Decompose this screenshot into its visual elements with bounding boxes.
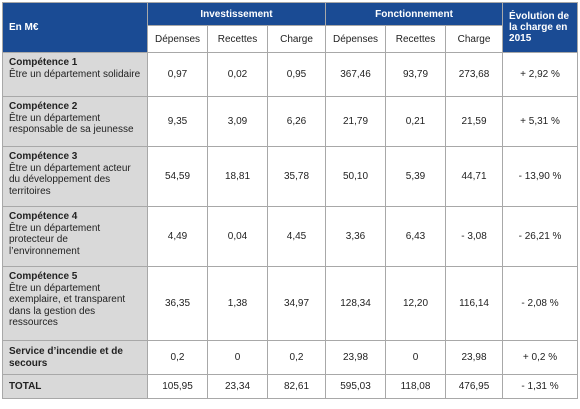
cell-inv-charge: 0,95 xyxy=(267,52,326,97)
total-fonc-charge: 476,95 xyxy=(444,374,504,399)
row-desc: Être un département acteur du développem… xyxy=(9,162,131,197)
cell-fonc-recettes: 0,21 xyxy=(385,96,446,147)
investissement-header: Investissement xyxy=(147,2,326,26)
total-evolution: - 1,31 % xyxy=(502,374,579,399)
cell-inv-depenses: 4,49 xyxy=(147,206,208,267)
cell-inv-charge: 34,97 xyxy=(267,266,326,341)
row-label: Compétence 2 Être un département responsa… xyxy=(2,96,148,147)
cell-fonc-charge: 44,71 xyxy=(444,146,504,207)
cell-fonc-depenses: 50,10 xyxy=(325,146,386,207)
total-row: TOTAL 105,95 23,34 82,61 595,03 118,08 4… xyxy=(2,374,579,399)
row-title: Compétence 2 xyxy=(9,101,78,112)
cell-fonc-depenses: 23,98 xyxy=(325,340,386,375)
cell-evolution: + 2,92 % xyxy=(502,52,579,97)
budget-table: En M€ Investissement Fonctionnement Évol… xyxy=(2,2,579,399)
cell-inv-depenses: 0,2 xyxy=(147,340,208,375)
cell-inv-recettes: 1,38 xyxy=(207,266,268,341)
inv-charge-header: Charge xyxy=(267,25,326,53)
cell-fonc-charge: 21,59 xyxy=(444,96,504,147)
cell-fonc-recettes: 5,39 xyxy=(385,146,446,207)
cell-fonc-depenses: 21,79 xyxy=(325,96,386,147)
cell-inv-recettes: 0,02 xyxy=(207,52,268,97)
row-title: Compétence 4 xyxy=(9,211,78,222)
cell-inv-charge: 4,45 xyxy=(267,206,326,267)
cell-inv-charge: 0,2 xyxy=(267,340,326,375)
cell-evolution: + 0,2 % xyxy=(502,340,579,375)
cell-fonc-charge: 23,98 xyxy=(444,340,504,375)
cell-evolution: - 13,90 % xyxy=(502,146,579,207)
row-title: Compétence 3 xyxy=(9,151,78,162)
cell-inv-depenses: 0,97 xyxy=(147,52,208,97)
row-desc: Être un département protecteur de l’envi… xyxy=(9,222,101,257)
row-label: Service d’incendie et de secours xyxy=(2,340,148,375)
cell-inv-recettes: 18,81 xyxy=(207,146,268,207)
fonc-recettes-header: Recettes xyxy=(385,25,446,53)
inv-recettes-header: Recettes xyxy=(207,25,268,53)
inv-depenses-header: Dépenses xyxy=(147,25,208,53)
row-title: Compétence 5 xyxy=(9,271,78,282)
cell-inv-depenses: 54,59 xyxy=(147,146,208,207)
row-desc: Être un département exemplaire, et trans… xyxy=(9,282,126,329)
cell-inv-recettes: 0,04 xyxy=(207,206,268,267)
row-desc: Être un département solidaire xyxy=(9,68,141,80)
total-fonc-recettes: 118,08 xyxy=(385,374,446,399)
cell-fonc-charge: 116,14 xyxy=(444,266,504,341)
fonctionnement-header: Fonctionnement xyxy=(324,2,504,26)
row-desc: Être un département responsable de sa je… xyxy=(9,112,134,136)
cell-fonc-depenses: 367,46 xyxy=(325,52,386,97)
cell-inv-charge: 35,78 xyxy=(267,146,326,207)
total-inv-recettes: 23,34 xyxy=(207,374,268,399)
cell-evolution: - 26,21 % xyxy=(502,206,579,267)
cell-inv-recettes: 0 xyxy=(207,340,268,375)
row-label: Compétence 5 Être un département exemplai… xyxy=(2,266,148,341)
unit-header: En M€ xyxy=(2,2,148,53)
table-row: Compétence 4 Être un département protecte… xyxy=(2,206,579,267)
total-inv-charge: 82,61 xyxy=(267,374,326,399)
cell-fonc-charge: - 3,08 xyxy=(444,206,504,267)
row-label: Compétence 1 Être un département solidair… xyxy=(2,52,148,97)
row-title: Service d’incendie et de secours xyxy=(9,346,123,369)
cell-evolution: + 5,31 % xyxy=(502,96,579,147)
fonc-depenses-header: Dépenses xyxy=(325,25,386,53)
table-row: Compétence 2 Être un département responsa… xyxy=(2,96,579,147)
table-row: Compétence 1 Être un département solidair… xyxy=(2,52,579,97)
cell-fonc-recettes: 12,20 xyxy=(385,266,446,341)
cell-inv-charge: 6,26 xyxy=(267,96,326,147)
table-row: Service d’incendie et de secours 0,2 0 0… xyxy=(2,340,579,375)
cell-fonc-charge: 273,68 xyxy=(444,52,504,97)
total-fonc-depenses: 595,03 xyxy=(325,374,386,399)
cell-fonc-recettes: 93,79 xyxy=(385,52,446,97)
cell-inv-recettes: 3,09 xyxy=(207,96,268,147)
table-row: Compétence 5 Être un département exemplai… xyxy=(2,266,579,341)
total-inv-depenses: 105,95 xyxy=(147,374,208,399)
evolution-header: Évolution de la charge en 2015 xyxy=(502,2,579,53)
table-row: Compétence 3 Être un département acteur d… xyxy=(2,146,579,207)
cell-inv-depenses: 36,35 xyxy=(147,266,208,341)
fonc-charge-header: Charge xyxy=(444,25,504,53)
total-label: TOTAL xyxy=(2,374,148,399)
cell-fonc-depenses: 128,34 xyxy=(325,266,386,341)
cell-fonc-recettes: 6,43 xyxy=(385,206,446,267)
cell-fonc-depenses: 3,36 xyxy=(325,206,386,267)
cell-fonc-recettes: 0 xyxy=(385,340,446,375)
cell-inv-depenses: 9,35 xyxy=(147,96,208,147)
row-title: Compétence 1 xyxy=(9,57,78,68)
row-label: Compétence 4 Être un département protecte… xyxy=(2,206,148,267)
cell-evolution: - 2,08 % xyxy=(502,266,579,341)
row-label: Compétence 3 Être un département acteur d… xyxy=(2,146,148,207)
